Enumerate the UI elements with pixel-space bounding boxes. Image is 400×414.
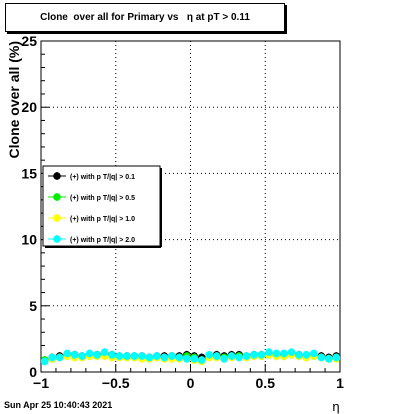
legend-marker (53, 235, 61, 243)
data-point (63, 349, 71, 358)
data-point (212, 352, 221, 360)
data-point (332, 353, 341, 362)
legend-label: (+) with p T/|q| > 2.0 (70, 237, 135, 244)
timestamp: Sun Apr 25 10:40:43 2021 (4, 400, 113, 410)
data-point (242, 352, 251, 360)
data-point (160, 353, 169, 362)
data-point (295, 350, 303, 359)
data-point (145, 353, 154, 362)
x-tick-label: 0.5 (256, 375, 276, 391)
data-point (55, 353, 64, 362)
y-tick-label: 15 (21, 165, 37, 181)
chart-title: Clone over all for Primary vs η at pT > … (40, 12, 250, 23)
data-point (287, 348, 296, 356)
y-axis-label: Clone over all (%) (6, 41, 22, 158)
title-box: Clone over all for Primary vs η at pT > … (5, 3, 285, 32)
data-point (78, 352, 86, 360)
data-point (108, 350, 116, 359)
data-point (205, 350, 213, 359)
data-point (182, 354, 191, 363)
data-point (302, 350, 311, 359)
data-point (48, 353, 57, 362)
legend-marker (53, 214, 61, 222)
y-tick-label: 10 (21, 232, 37, 248)
data-point (257, 350, 266, 359)
data-point (40, 357, 49, 366)
data-point (138, 352, 146, 360)
data-point (317, 353, 326, 362)
data-point (235, 353, 243, 362)
y-tick-label: 25 (21, 33, 37, 49)
data-point (130, 352, 139, 360)
data-point (85, 349, 94, 358)
y-tick-label: 20 (21, 99, 37, 115)
legend-marker (53, 193, 61, 201)
data-point (250, 350, 258, 359)
legend-label: (+) with p T/|q| > 0.5 (70, 195, 135, 202)
data-point (190, 354, 199, 363)
data-point (115, 352, 124, 360)
data-point (197, 356, 206, 364)
data-point (70, 350, 79, 359)
data-point (93, 350, 101, 359)
legend-label: (+) with p T/|q| > 1.0 (70, 216, 135, 223)
data-point (310, 349, 318, 358)
data-point (168, 352, 176, 360)
data-point (227, 352, 236, 360)
y-tick-label: 0 (29, 364, 37, 380)
x-tick-label: −0.5 (102, 375, 130, 391)
data-point (123, 352, 131, 360)
y-tick-label: 5 (29, 298, 37, 314)
x-axis-label: η (332, 399, 339, 414)
data-point (175, 353, 184, 362)
legend-label: (+) with p T/|q| > 0.1 (70, 174, 135, 181)
legend-marker (53, 172, 61, 180)
data-point (220, 354, 228, 363)
x-tick-label: 1 (336, 375, 344, 391)
data-point (153, 352, 161, 360)
data-point (265, 348, 273, 356)
data-point (272, 349, 281, 358)
data-point (100, 348, 109, 356)
x-tick-label: 0 (187, 375, 195, 391)
x-tick-label: −1 (33, 375, 49, 391)
data-point (280, 349, 288, 358)
data-point (324, 354, 333, 363)
